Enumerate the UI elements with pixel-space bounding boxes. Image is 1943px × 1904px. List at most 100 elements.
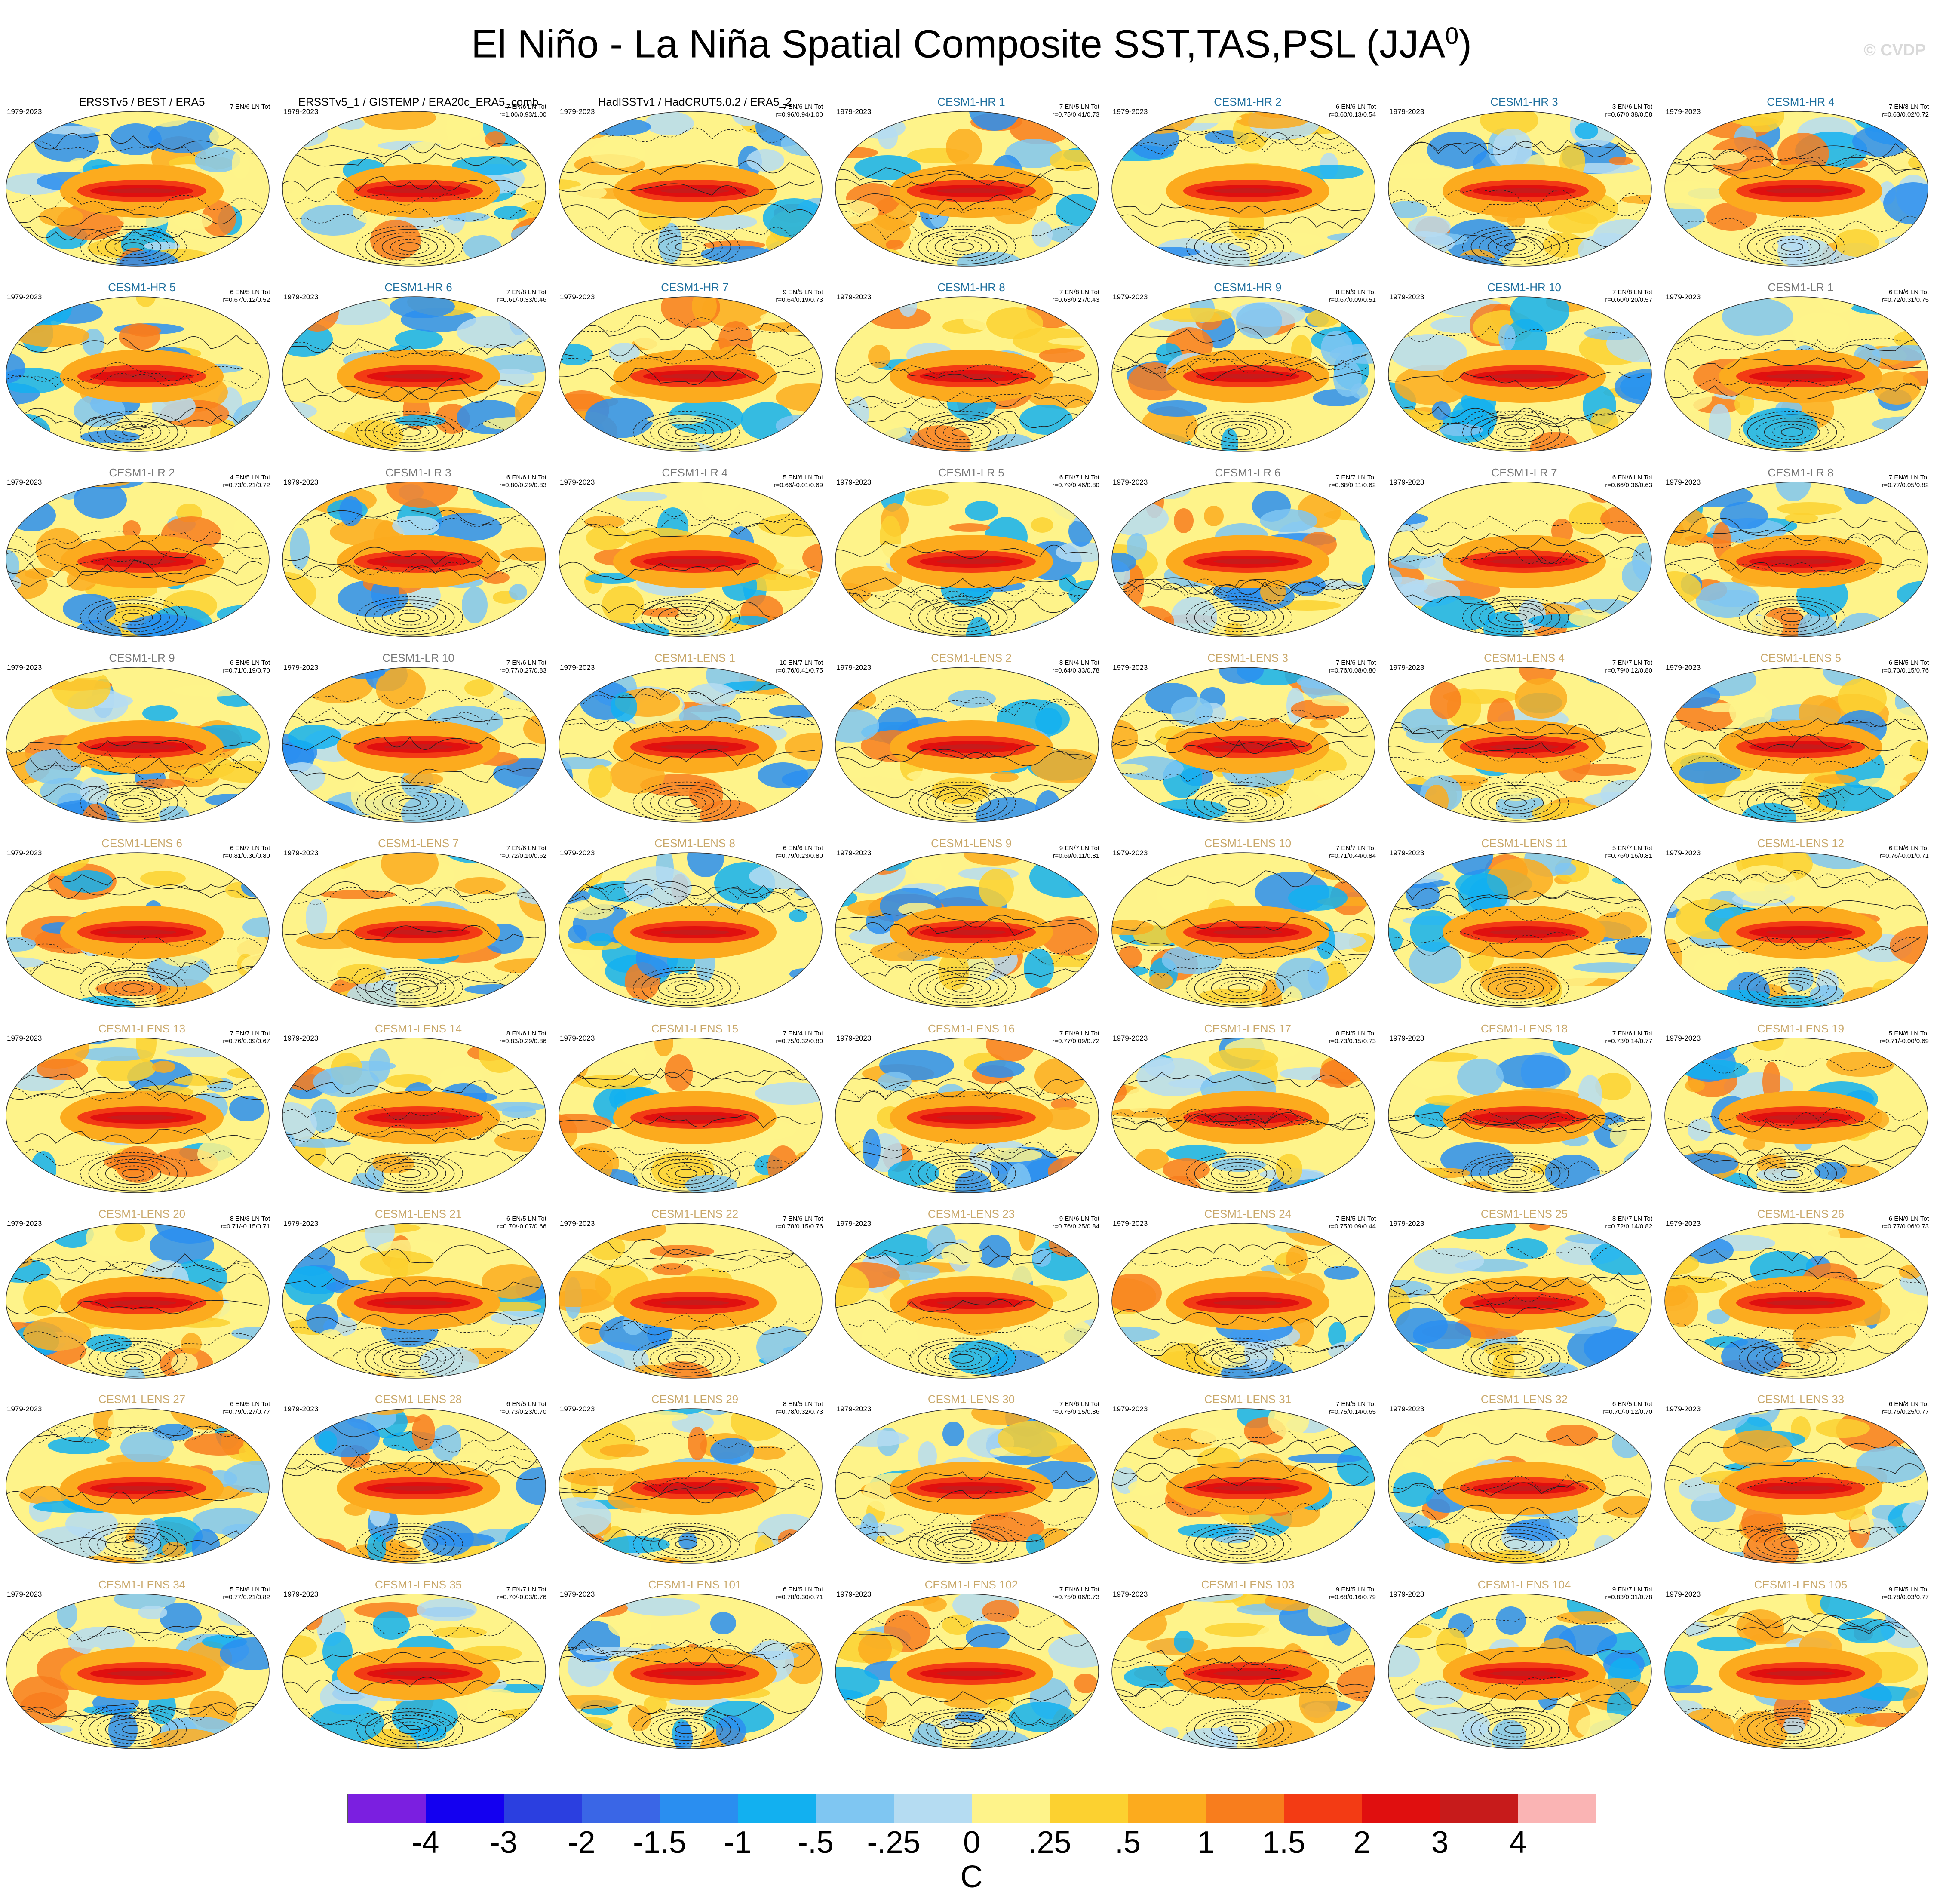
- anomaly-patch: [1458, 873, 1508, 915]
- el-nino-warm-tongue: [107, 744, 176, 749]
- anomaly-patch: [568, 900, 614, 920]
- el-nino-warm-tongue: [1490, 930, 1559, 935]
- anomaly-patch: [206, 1302, 269, 1323]
- anomaly-patch: [37, 1059, 88, 1080]
- anomaly-patch: [1340, 1542, 1375, 1563]
- anomaly-patch: [696, 214, 757, 230]
- psl-contour: [282, 378, 539, 395]
- psl-contour: [381, 235, 438, 258]
- psl-contour: [1772, 1165, 1812, 1182]
- anomaly-patch: [1740, 1409, 1780, 1427]
- psl-contour: [1186, 781, 1292, 822]
- psl-contour: [390, 795, 430, 811]
- anomaly-patch: [757, 992, 814, 1007]
- anomaly-patch: [1694, 953, 1740, 984]
- anomaly-patch: [1039, 348, 1085, 363]
- psl-contour: [282, 1323, 539, 1339]
- panel-counts: 5 EN/6 LN Tot r=0.66/-0.01/0.69: [774, 474, 823, 489]
- panel-title: CESM1-LENS 27: [98, 1393, 186, 1406]
- psl-contour: [1747, 414, 1837, 450]
- anomaly-patch: [647, 415, 706, 424]
- anomaly-patch: [559, 436, 598, 451]
- panel-event-counts: 8 EN/4 LN Tot: [1059, 659, 1099, 666]
- anomaly-patch: [979, 1235, 1011, 1268]
- panel-title: CESM1-HR 6: [384, 281, 452, 294]
- map-border: [282, 1408, 546, 1564]
- psl-contour: [1780, 1169, 1803, 1178]
- psl-contour: [122, 427, 144, 437]
- anomaly-patch: [302, 667, 374, 703]
- psl-contour: [559, 691, 816, 707]
- anomaly-patch: [804, 1364, 822, 1376]
- anomaly-patch: [1887, 297, 1928, 308]
- panel-years: 1979-2023: [836, 107, 872, 116]
- composite-map: [559, 482, 823, 637]
- psl-contour: [559, 1067, 816, 1085]
- psl-contour: [951, 242, 974, 252]
- anomaly-patch: [229, 1096, 264, 1121]
- panel-event-counts: 7 EN/8 LN Tot: [1888, 103, 1929, 111]
- psl-contour: [918, 414, 1008, 450]
- anomaly-patch: [1806, 313, 1826, 336]
- el-nino-warm-tongue: [937, 1115, 1006, 1120]
- composite-map: [1388, 1223, 1652, 1379]
- colorbar-segment: [1206, 1794, 1284, 1823]
- el-nino-warm-tongue: [937, 930, 1006, 935]
- anomaly-patch: [1809, 1223, 1840, 1253]
- psl-contour: [909, 1708, 1016, 1749]
- psl-contour: [1780, 1725, 1803, 1734]
- anomaly-patch: [971, 1409, 1034, 1425]
- anomaly-patch: [6, 962, 24, 980]
- map-border: [1664, 852, 1928, 1008]
- anomaly-patch: [232, 932, 267, 957]
- panel-counts: 6 EN/6 LN Tot r=0.79/0.23/0.80: [776, 845, 823, 860]
- anomaly-patch: [395, 329, 443, 349]
- map-panel: CESM1-HR 7 1979-2023 9 EN/5 LN Tot r=0.64/0…: [557, 276, 832, 459]
- panel-title: CESM1-HR 3: [1490, 95, 1558, 108]
- anomaly-patch: [1673, 1718, 1691, 1730]
- anomaly-patch: [339, 496, 362, 526]
- anomaly-patch: [750, 1038, 800, 1044]
- anomaly-patch: [1388, 1544, 1439, 1563]
- panel-title: CESM1-LENS 31: [1204, 1393, 1292, 1406]
- panel-event-counts: 6 EN/6 LN Tot: [1888, 289, 1929, 296]
- psl-contour: [1665, 755, 1922, 771]
- panel-event-counts: 5 EN/7 LN Tot: [1612, 845, 1652, 852]
- el-nino-warm-tongue: [1766, 1486, 1835, 1491]
- psl-contour: [282, 707, 539, 726]
- psl-contour: [1487, 1347, 1544, 1370]
- psl-contour: [122, 613, 144, 622]
- anomaly-patch: [127, 614, 202, 637]
- panel-counts: 8 EN/3 LN Tot r=0.71/-0.15/0.71: [221, 1215, 270, 1231]
- anomaly-patch: [710, 1612, 736, 1634]
- panel-counts: 6 EN/5 LN Tot r=0.70/-0.12/0.70: [1603, 1400, 1652, 1416]
- anomaly-patch: [25, 749, 81, 784]
- anomaly-patch: [515, 667, 546, 682]
- anomaly-patch: [650, 439, 700, 451]
- panel-pattern-correlations: r=0.72/0.10/0.62: [499, 852, 546, 860]
- el-nino-warm-tongue: [1213, 374, 1282, 379]
- anomaly-patch: [43, 126, 100, 135]
- anomaly-patch: [1883, 182, 1928, 224]
- psl-contour: [1388, 139, 1645, 155]
- anomaly-patch: [1147, 400, 1207, 417]
- anomaly-patch: [1112, 719, 1138, 759]
- anomaly-patch: [1618, 111, 1651, 120]
- psl-contour: [1462, 1523, 1569, 1563]
- panel-years: 1979-2023: [1666, 1405, 1701, 1413]
- psl-contour: [633, 1337, 740, 1378]
- anomaly-patch: [1483, 611, 1524, 637]
- psl-contour: [114, 980, 153, 996]
- anomaly-patch: [205, 794, 258, 807]
- colorbar-tick-label: 2: [1353, 1825, 1371, 1860]
- panel-title: CESM1-LENS 13: [98, 1022, 186, 1035]
- anomaly-patch: [1342, 1176, 1375, 1193]
- map-border: [6, 1408, 270, 1564]
- psl-contour: [1112, 1648, 1369, 1665]
- psl-contour: [6, 195, 263, 211]
- anomaly-patch: [942, 1615, 973, 1635]
- psl-contour: [114, 424, 153, 440]
- psl-contour: [835, 395, 1092, 412]
- psl-contour: [282, 1080, 539, 1096]
- anomaly-patch: [150, 1228, 214, 1264]
